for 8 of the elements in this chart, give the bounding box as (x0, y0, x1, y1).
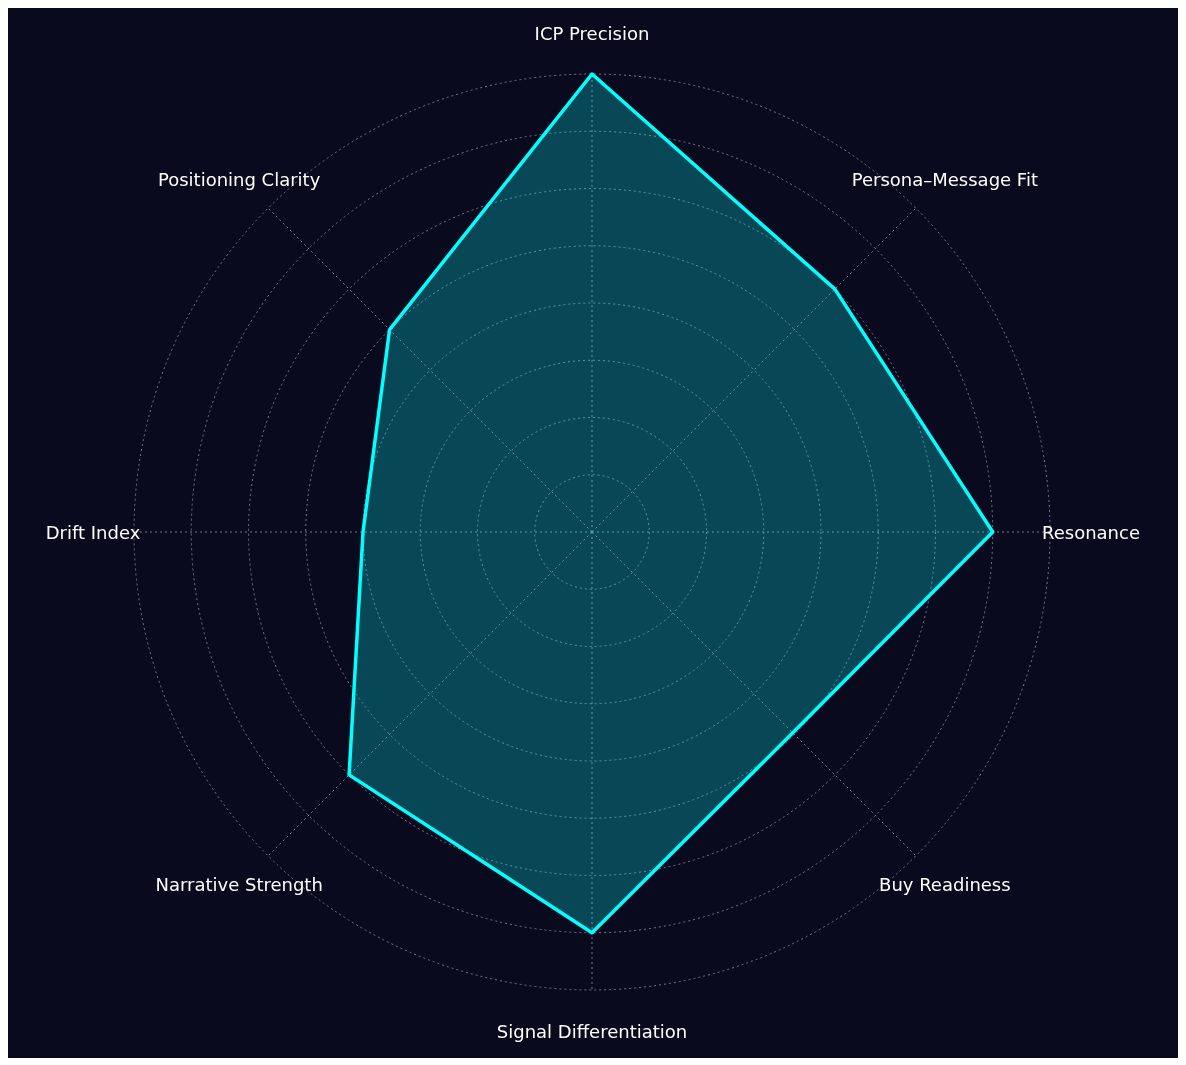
spoke-label: Drift Index (45, 521, 141, 543)
spoke-label: Buy Readiness (879, 874, 1011, 896)
spoke-label: Signal Differentiation (496, 1020, 688, 1042)
spoke-label: Positioning Clarity (157, 168, 321, 190)
spoke-label: Resonance (1042, 521, 1140, 543)
spoke-label: Persona–Message Fit (851, 168, 1038, 190)
spoke-label: ICP Precision (534, 22, 650, 44)
spoke-label: Narrative Strength (155, 874, 323, 896)
